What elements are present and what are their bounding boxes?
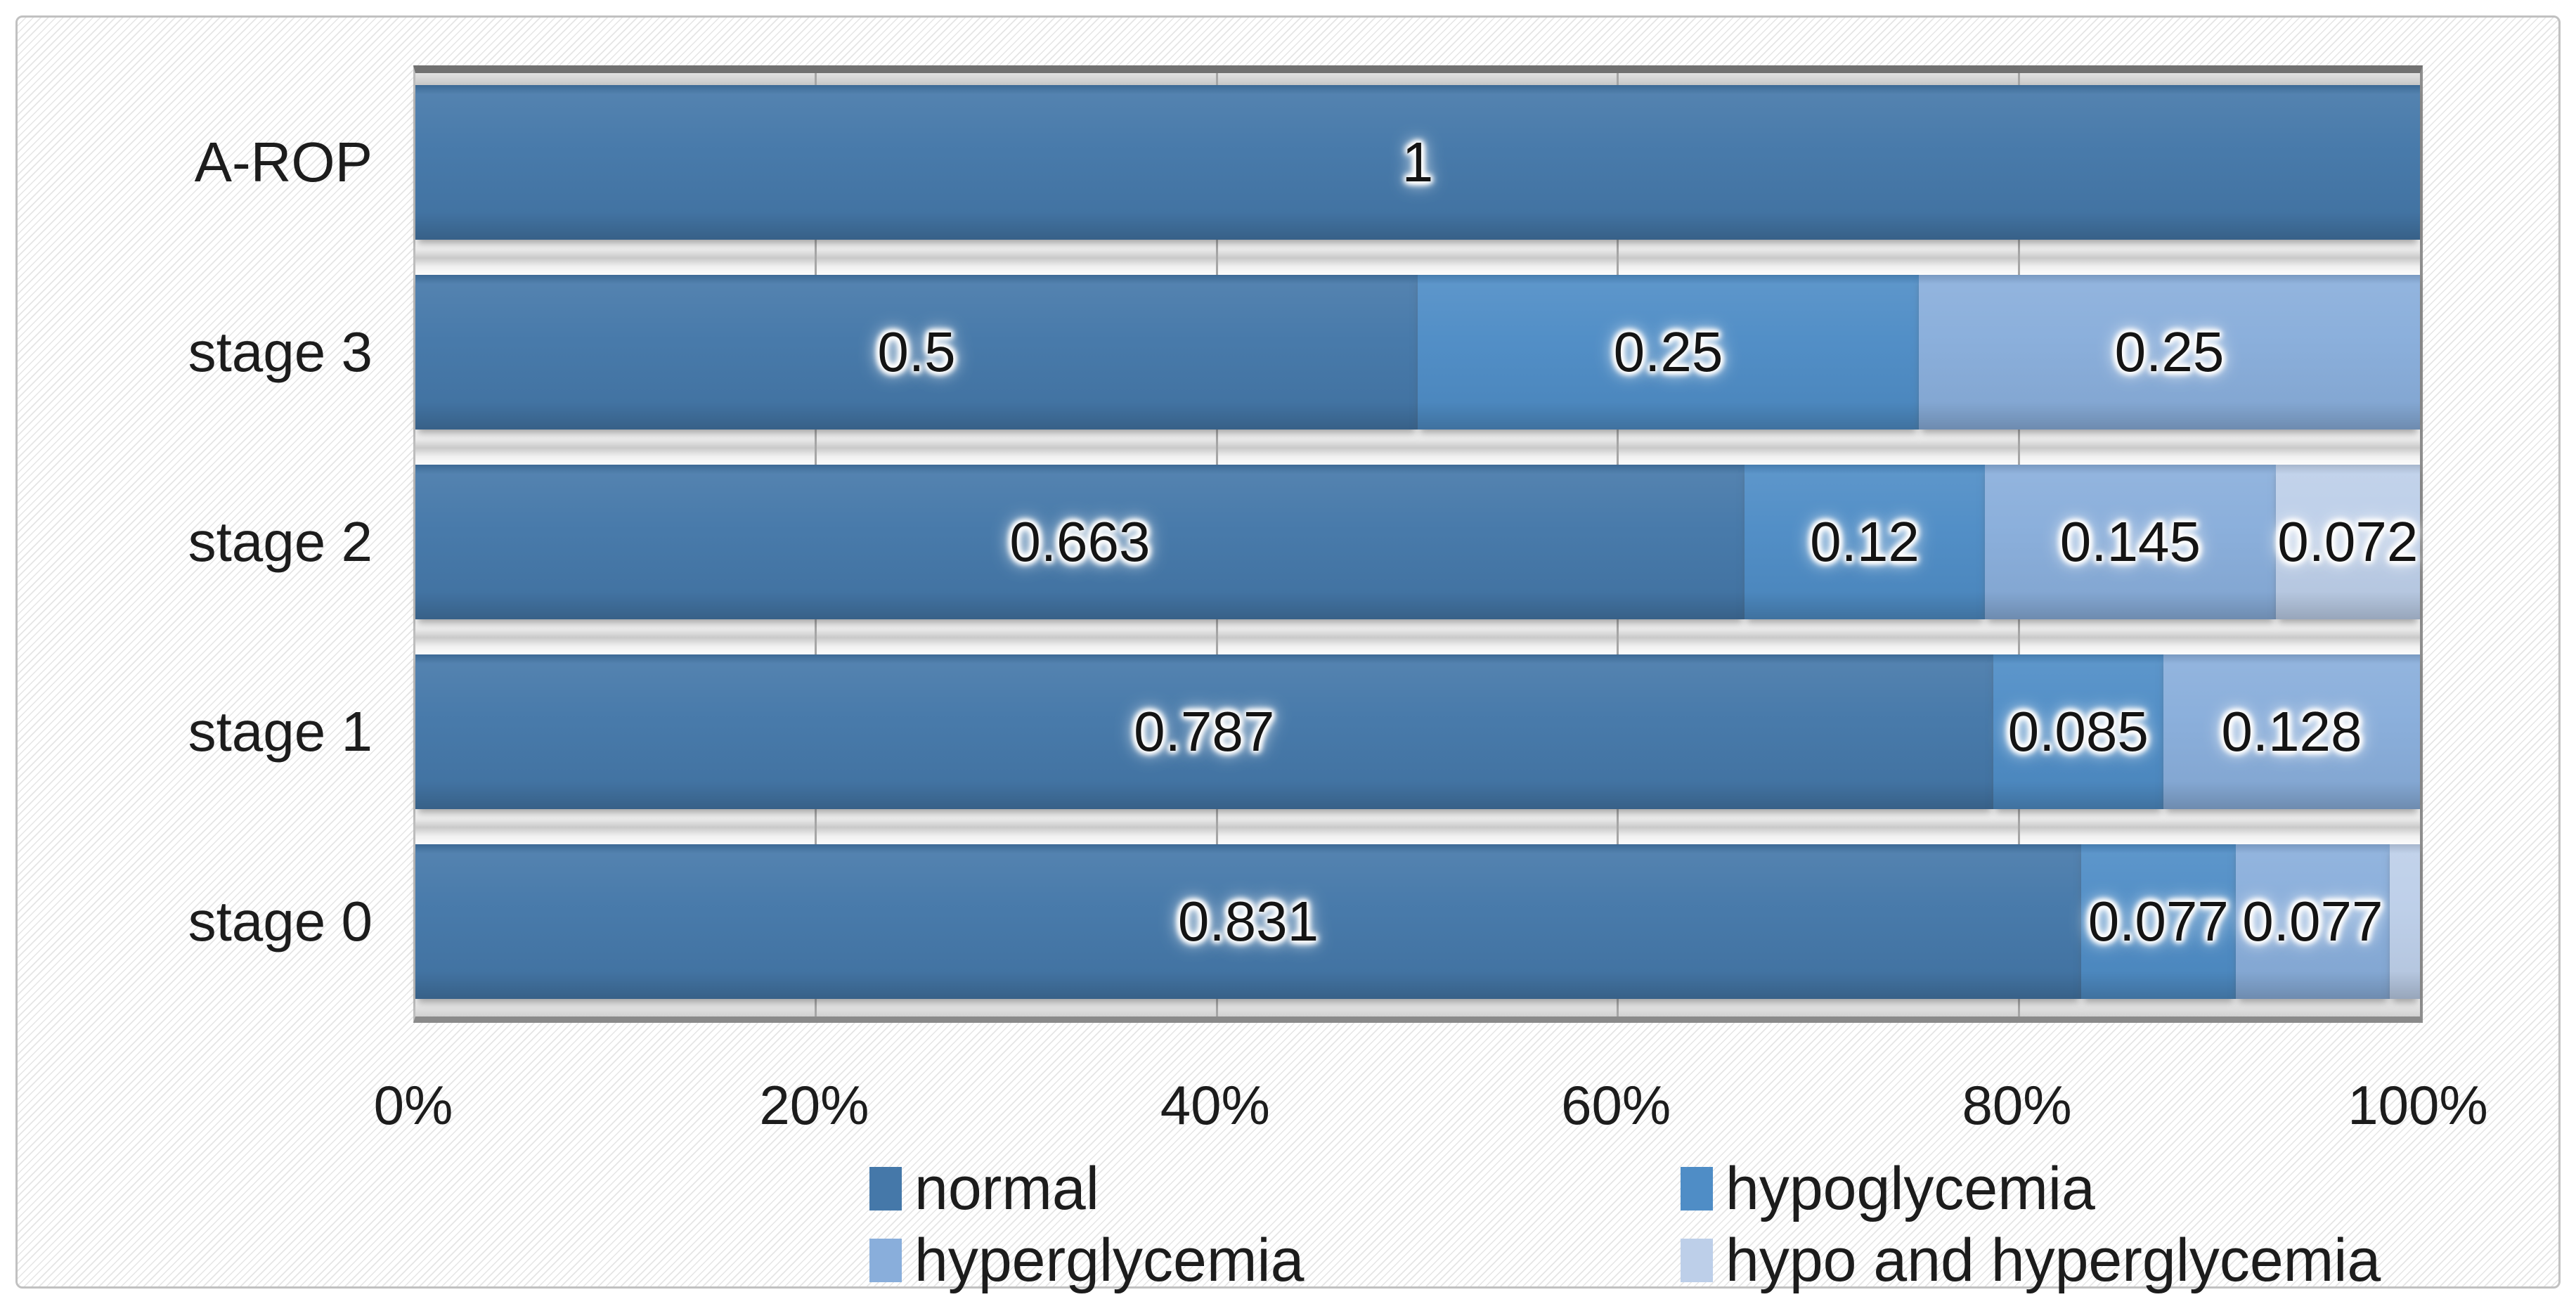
bar-segment-hypoglycemia: 0.25 <box>1418 275 1919 430</box>
data-label: 0.831 <box>1177 890 1319 953</box>
legend-label: hyperglycemia <box>914 1226 1305 1294</box>
x-tick-label-20pct: 20% <box>759 1074 869 1136</box>
data-label: 0.663 <box>1009 510 1151 573</box>
plot-area: 1 0.5 0.25 0.25 0.663 0.12 0.145 0.072 0.787 0.08… <box>413 65 2423 1023</box>
legend-item-hyperglycemia: hyperglycemia <box>869 1226 1305 1294</box>
legend-item-hypoglycemia: hypoglycemia <box>1681 1154 2095 1222</box>
x-tick-label-60pct: 60% <box>1561 1074 1671 1136</box>
plot-wall-band <box>415 430 2420 465</box>
legend-swatch-icon <box>1681 1167 1713 1211</box>
plot-wall-band <box>415 809 2420 844</box>
data-label: 0.12 <box>1810 510 1920 573</box>
category-label-stage-0: stage 0 <box>188 890 373 953</box>
category-label-a-rop: A-ROP <box>194 131 373 193</box>
bar-segment-hyperglycemia: 0.077 <box>2235 844 2390 999</box>
bar-segment-hypoglycemia: 0.085 <box>1993 654 2163 809</box>
plot-wall-band-bottom <box>415 999 2420 1016</box>
bar-segment-normal: 0.787 <box>415 654 1993 809</box>
category-label-stage-3: stage 3 <box>188 321 373 383</box>
chart-frame: 1 0.5 0.25 0.25 0.663 0.12 0.145 0.072 0.787 0.08… <box>15 15 2561 1294</box>
x-tick-label-80pct: 80% <box>1962 1074 2072 1136</box>
legend-label: hypoglycemia <box>1726 1154 2095 1222</box>
bar-segment-hyperglycemia: 0.145 <box>1985 465 2276 619</box>
plot-wall-band <box>415 619 2420 654</box>
legend-swatch-icon <box>1681 1239 1713 1282</box>
legend-swatch-icon <box>869 1239 902 1282</box>
bar-row-stage-1: 0.787 0.085 0.128 <box>415 654 2420 809</box>
legend-label: normal <box>914 1154 1099 1222</box>
data-label: 0.5 <box>877 321 956 383</box>
data-label: 1 <box>1402 131 1434 193</box>
data-label: 0.077 <box>2242 890 2383 953</box>
bar-row-stage-3: 0.5 0.25 0.25 <box>415 275 2420 430</box>
data-label: 0.787 <box>1134 700 1275 763</box>
bar-segment-normal: 0.663 <box>415 465 1745 619</box>
bar-segment-hypo-and-hyperglycemia: 0.072 <box>2275 465 2420 619</box>
plot-wall-band-top <box>415 73 2420 85</box>
data-label: 0.128 <box>2221 700 2362 763</box>
bar-segment-hypoglycemia: 0.077 <box>2081 844 2236 999</box>
bar-segment-hyperglycemia: 0.25 <box>1919 275 2420 430</box>
bar-segment-normal: 1 <box>415 85 2420 240</box>
bar-row-stage-2: 0.663 0.12 0.145 0.072 <box>415 465 2420 619</box>
bar-segment-hypoglycemia: 0.12 <box>1744 465 1986 619</box>
x-tick-label-40pct: 40% <box>1160 1074 1270 1136</box>
legend-swatch-icon <box>869 1167 902 1211</box>
x-tick-label-100pct: 100% <box>2348 1074 2488 1136</box>
data-label: 0.25 <box>2114 321 2225 383</box>
plot-wall-band <box>415 240 2420 275</box>
bar-row-stage-0: 0.831 0.077 0.077 <box>415 844 2420 999</box>
category-label-stage-1: stage 1 <box>188 700 373 763</box>
legend-item-hypo-and-hyperglycemia: hypo and hyperglycemia <box>1681 1226 2381 1294</box>
bar-segment-hyperglycemia: 0.128 <box>2163 654 2420 809</box>
legend-label: hypo and hyperglycemia <box>1726 1226 2381 1294</box>
data-label: 0.25 <box>1613 321 1723 383</box>
data-label: 0.077 <box>2088 890 2229 953</box>
data-label: 0.072 <box>2277 510 2419 573</box>
category-label-stage-2: stage 2 <box>188 510 373 573</box>
bar-segment-normal: 0.5 <box>415 275 1418 430</box>
x-tick-label-0pct: 0% <box>373 1074 453 1136</box>
legend-item-normal: normal <box>869 1154 1099 1222</box>
data-label: 0.085 <box>2007 700 2149 763</box>
bar-segment-hypo-and-hyperglycemia <box>2390 844 2420 999</box>
bar-row-a-rop: 1 <box>415 85 2420 240</box>
data-label: 0.145 <box>2059 510 2201 573</box>
bar-segment-normal: 0.831 <box>415 844 2081 999</box>
